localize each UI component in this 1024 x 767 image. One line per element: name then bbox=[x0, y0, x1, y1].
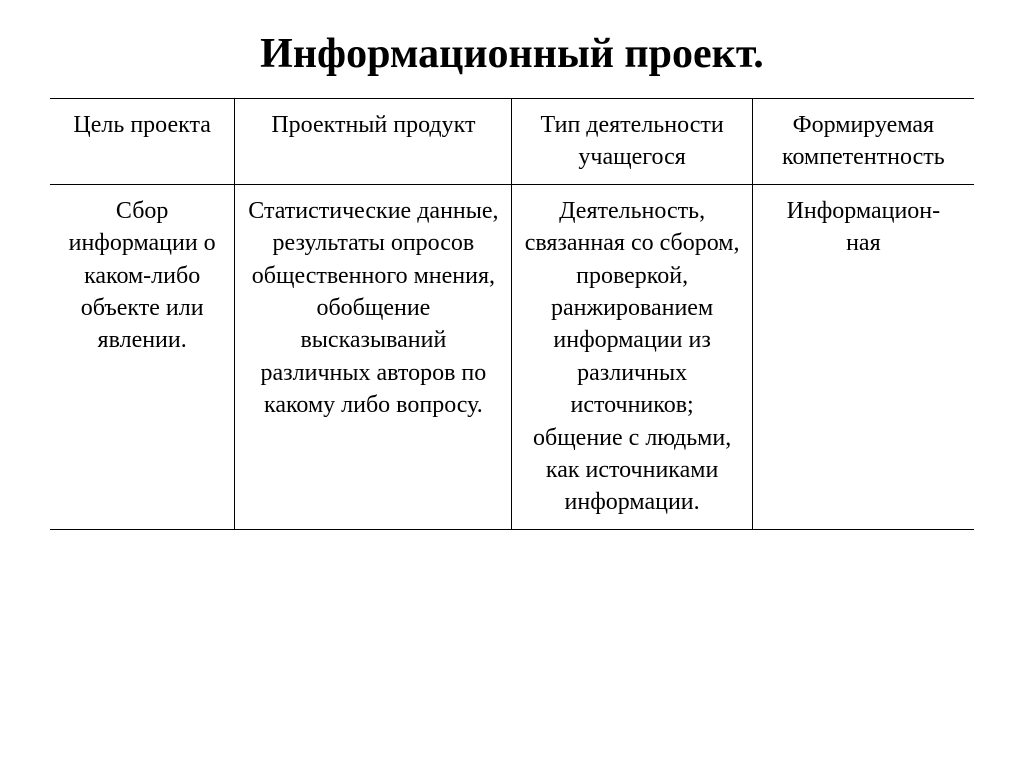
slide-title: Информационный проект. bbox=[50, 30, 974, 78]
cell-activity: Деятельность, связанная со сбором, прове… bbox=[512, 184, 752, 529]
table-row: Сбор информации о каком-либо объекте или… bbox=[50, 184, 974, 529]
cell-competence: Информацион- ная bbox=[752, 184, 974, 529]
header-goal: Цель проекта bbox=[50, 99, 235, 185]
header-activity: Тип деятельности учащегося bbox=[512, 99, 752, 185]
cell-product: Статистические данные, результаты опросо… bbox=[235, 184, 512, 529]
table-header-row: Цель проекта Проектный продукт Тип деяте… bbox=[50, 99, 974, 185]
header-product: Проектный продукт bbox=[235, 99, 512, 185]
cell-goal: Сбор информации о каком-либо объекте или… bbox=[50, 184, 235, 529]
info-project-table: Цель проекта Проектный продукт Тип деяте… bbox=[50, 98, 974, 530]
cell-competence-line2: ная bbox=[765, 227, 962, 259]
cell-competence-line1: Информацион- bbox=[765, 195, 962, 227]
header-competence: Формируемая компетентность bbox=[752, 99, 974, 185]
